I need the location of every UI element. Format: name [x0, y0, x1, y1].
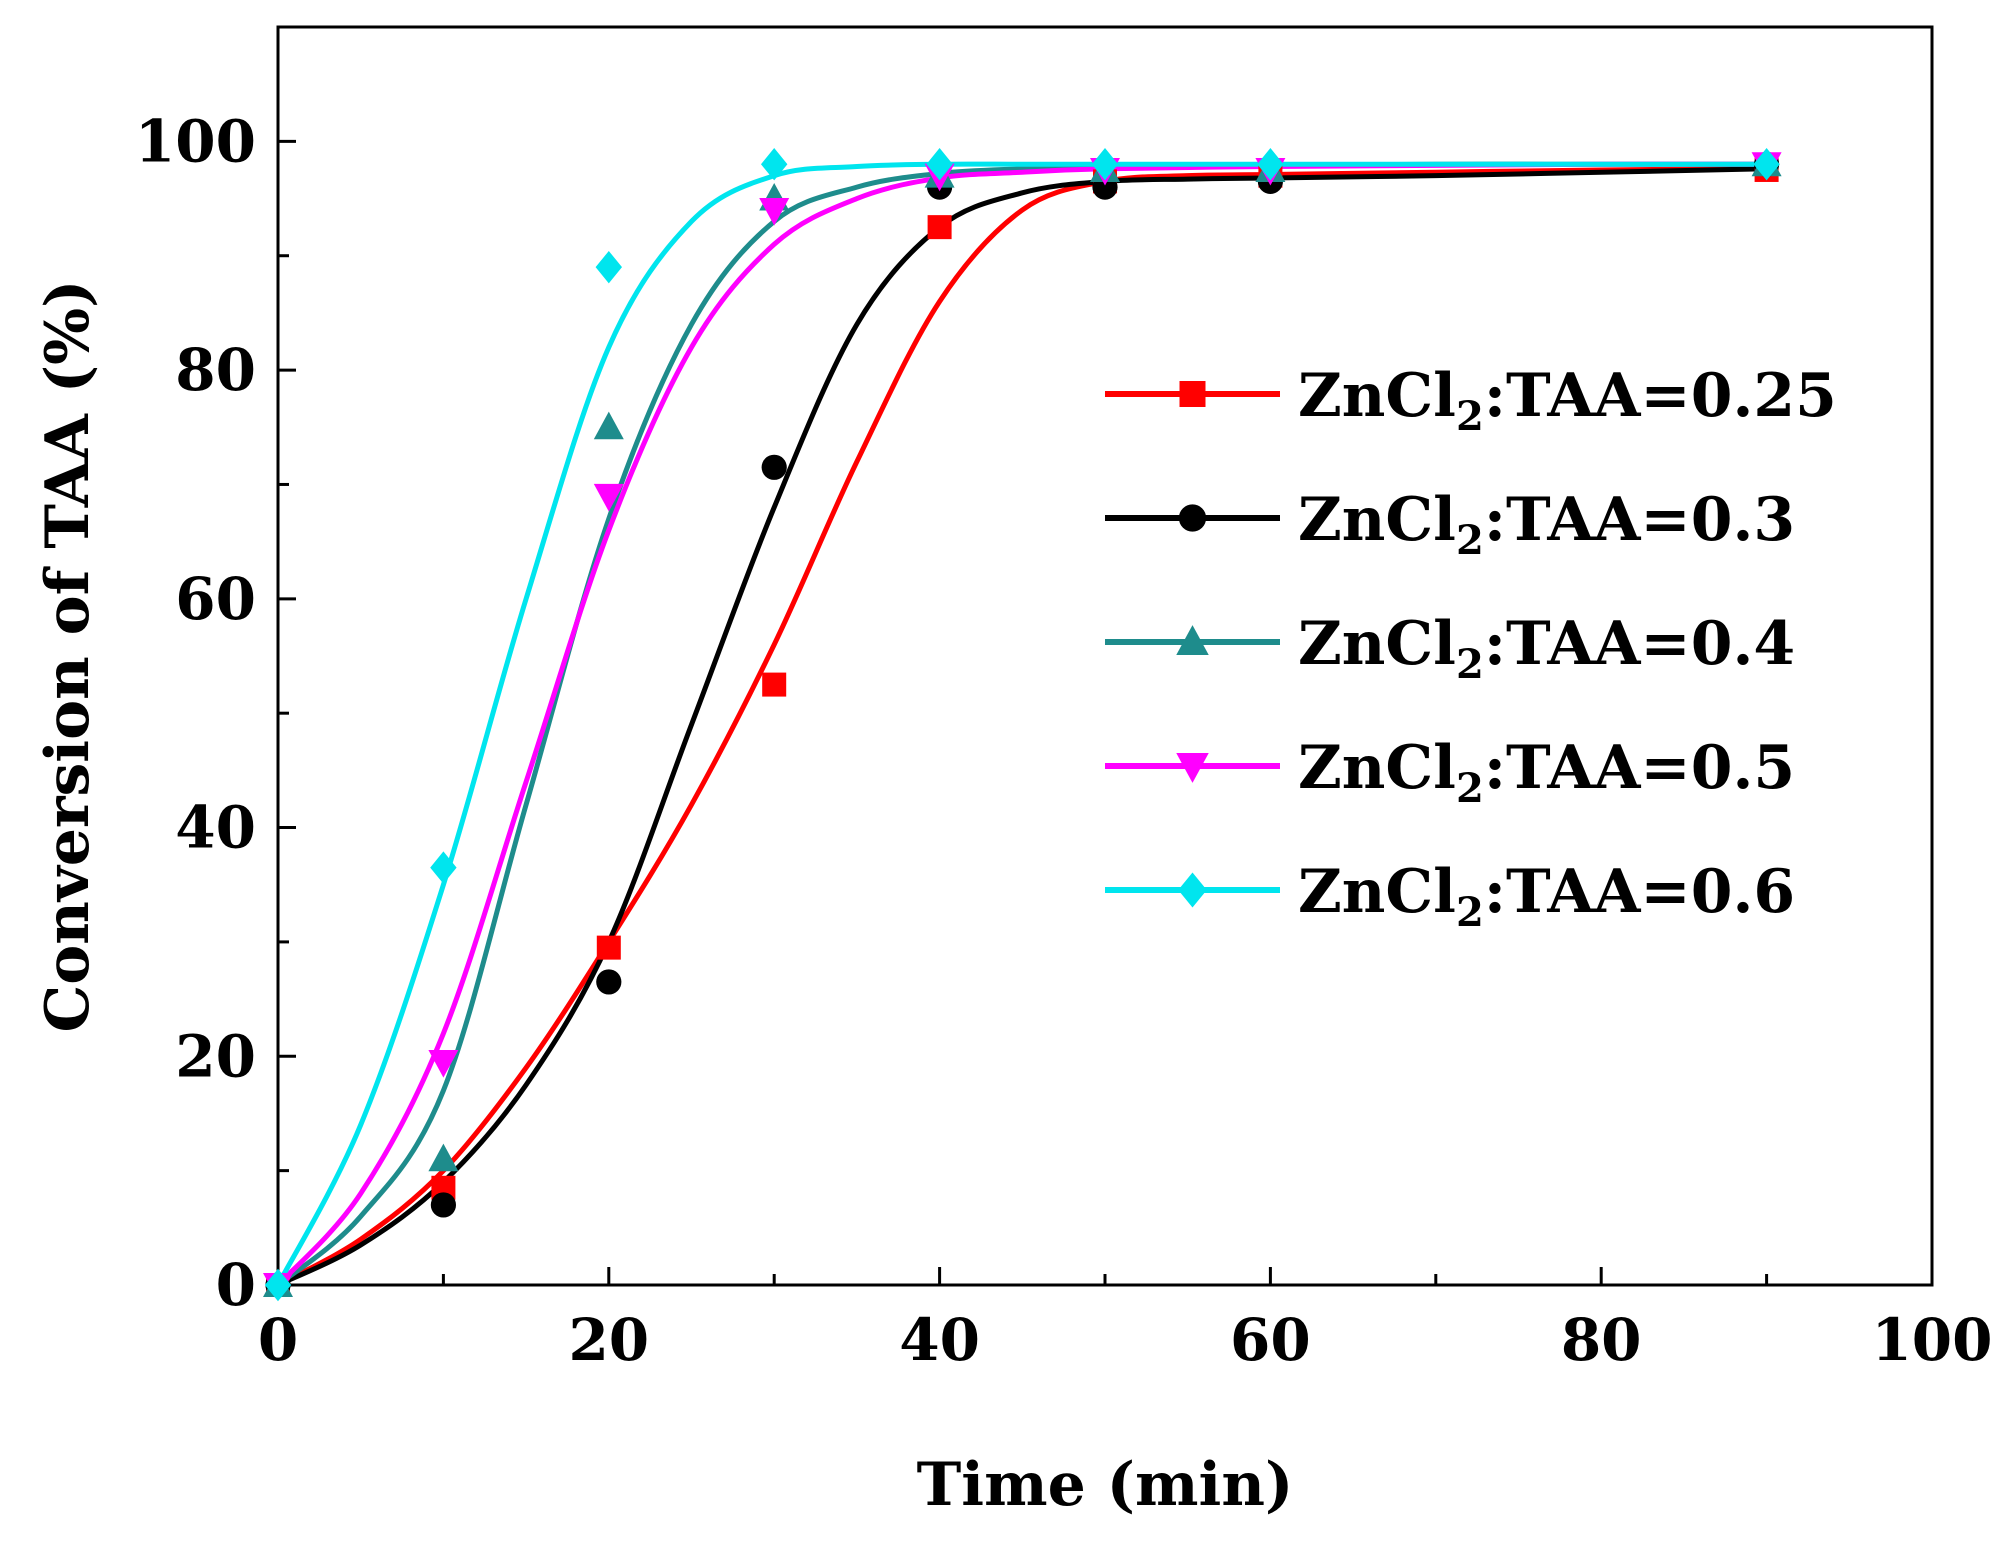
marker-square	[927, 215, 952, 240]
legend-entry: ZnCl2:TAA=0.5	[1105, 733, 1795, 812]
legend-label-prefix: ZnCl	[1298, 733, 1456, 803]
legend-label: ZnCl2:TAA=0.5	[1298, 733, 1795, 812]
marker-diamond	[430, 851, 457, 884]
marker-triangle-down	[428, 1049, 459, 1078]
legend-label-prefix: ZnCl	[1298, 857, 1456, 927]
marker-triangle-up	[428, 1143, 459, 1172]
marker-triangle-up	[1176, 625, 1209, 655]
y-axis-title: Conversion of TAA (%)	[33, 279, 103, 1032]
marker-diamond	[926, 148, 953, 181]
y-tick-label: 20	[175, 1022, 256, 1090]
legend-label-subscript: 2	[1456, 641, 1484, 688]
x-tick-label: 0	[258, 1306, 298, 1374]
y-tick-label: 100	[135, 107, 256, 175]
fit-line-series-5	[275, 161, 1767, 1287]
x-tick-label: 40	[899, 1306, 980, 1374]
legend-label-suffix: :TAA=0.6	[1484, 857, 1795, 927]
data-markers	[263, 148, 1782, 1302]
legend-label-subscript: 2	[1456, 889, 1484, 936]
legend-entry: ZnCl2:TAA=0.6	[1105, 857, 1795, 936]
x-tick-label: 100	[1871, 1306, 1992, 1374]
marker-diamond	[1091, 148, 1119, 181]
x-axis-title: Time (min)	[917, 1450, 1294, 1520]
legend-label-prefix: ZnCl	[1298, 609, 1456, 679]
marker-triangle-down	[593, 483, 624, 512]
y-tick-label: 60	[175, 565, 256, 633]
marker-circle	[761, 454, 787, 480]
legend-label-subscript: 2	[1456, 393, 1484, 440]
x-tick-label: 20	[568, 1306, 649, 1374]
axes: 0 20 40 60 80 100 0 20 40 60 80 100	[135, 25, 1993, 1374]
x-tick-label: 60	[1230, 1306, 1311, 1374]
y-tick-label: 0	[216, 1251, 256, 1319]
marker-circle	[596, 969, 622, 995]
marker-diamond	[264, 1268, 292, 1302]
marker-triangle-down	[1176, 753, 1209, 783]
x-tick-label: 80	[1561, 1306, 1642, 1374]
marker-diamond	[1257, 148, 1284, 181]
legend-label-suffix: :TAA=0.5	[1484, 733, 1795, 803]
legend-label-prefix: ZnCl	[1298, 485, 1456, 555]
marker-triangle-up	[593, 411, 624, 440]
legend: ZnCl2:TAA=0.25ZnCl2:TAA=0.3ZnCl2:TAA=0.4…	[1105, 361, 1837, 936]
legend-label-suffix: :TAA=0.25	[1484, 361, 1837, 431]
fit-line-series-2	[276, 166, 1767, 1288]
legend-entry: ZnCl2:TAA=0.25	[1105, 361, 1837, 440]
marker-square	[596, 935, 621, 960]
marker-triangle-down	[759, 197, 790, 226]
y-tick-label: 80	[175, 336, 256, 404]
marker-diamond	[761, 148, 788, 181]
marker-square	[762, 672, 787, 697]
legend-entry: ZnCl2:TAA=0.4	[1105, 609, 1795, 688]
marker-circle	[430, 1192, 456, 1218]
marker-diamond	[1178, 872, 1207, 908]
legend-label: ZnCl2:TAA=0.4	[1298, 609, 1795, 688]
fit-line-series-1	[276, 166, 1767, 1288]
y-tick-label: 40	[175, 794, 256, 862]
legend-label: ZnCl2:TAA=0.3	[1298, 485, 1795, 564]
legend-label-subscript: 2	[1456, 765, 1484, 812]
marker-circle	[1178, 504, 1207, 532]
legend-label-prefix: ZnCl	[1298, 361, 1456, 431]
marker-diamond	[595, 250, 622, 284]
legend-label-subscript: 2	[1456, 517, 1484, 564]
legend-label: ZnCl2:TAA=0.25	[1298, 361, 1837, 440]
marker-square	[1179, 381, 1206, 407]
legend-label-suffix: :TAA=0.3	[1484, 485, 1795, 555]
legend-label: ZnCl2:TAA=0.6	[1298, 857, 1795, 936]
legend-label-suffix: :TAA=0.4	[1484, 609, 1795, 679]
legend-entry: ZnCl2:TAA=0.3	[1105, 485, 1795, 564]
fit-curves	[275, 161, 1767, 1288]
marker-diamond	[1753, 148, 1780, 181]
